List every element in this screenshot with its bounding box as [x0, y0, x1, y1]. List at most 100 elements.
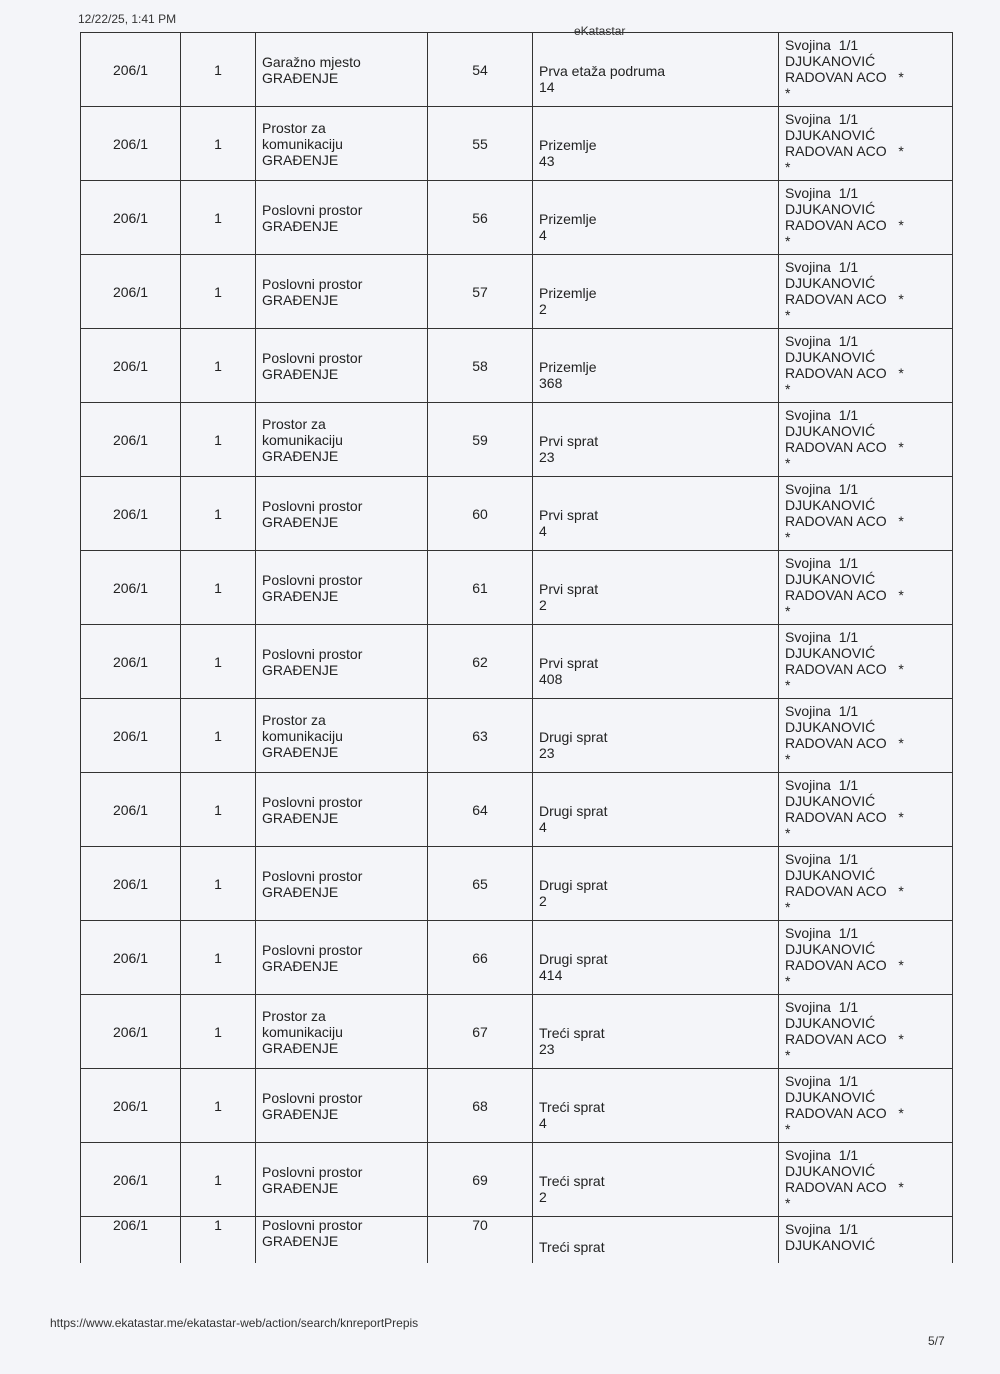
- unit-number-cell: 69: [427, 1142, 533, 1217]
- purpose-cell: Poslovni prostor GRAĐENJE: [255, 624, 428, 699]
- parcel-number-cell: 206/1: [80, 1216, 181, 1263]
- purpose-cell: Poslovni prostor GRAĐENJE: [255, 180, 428, 255]
- building-number-cell: 1: [180, 920, 256, 995]
- floor-area-cell: Prizemlje 4: [532, 180, 779, 255]
- purpose-cell: Poslovni prostor GRAĐENJE: [255, 920, 428, 995]
- page-number: 5/7: [928, 1334, 945, 1348]
- unit-number-cell: 65: [427, 846, 533, 921]
- table-row: 206/1 1 Poslovni prostor GRAĐENJE 66 Drugi s…: [80, 920, 953, 995]
- unit-number-cell: 64: [427, 772, 533, 847]
- owner-cell: Svojina 1/1 DJUKANOVIĆ RADOVAN ACO * *: [778, 254, 953, 329]
- table-row: 206/1 1 Garažno mjesto GRAĐENJE 54 Prva etaž…: [80, 32, 953, 107]
- table-row: 206/1 1 Poslovni prostor GRAĐENJE 58 Prizeml…: [80, 328, 953, 403]
- owner-cell: Svojina 1/1 DJUKANOVIĆ RADOVAN ACO * *: [778, 402, 953, 477]
- owner-cell: Svojina 1/1 DJUKANOVIĆ RADOVAN ACO * *: [778, 920, 953, 995]
- parcel-number-cell: 206/1: [80, 920, 181, 995]
- parcel-number-cell: 206/1: [80, 328, 181, 403]
- floor-area-cell: Prvi sprat 4: [532, 476, 779, 551]
- building-number-cell: 1: [180, 994, 256, 1069]
- table-row: 206/1 1 Prostor za komunikaciju GRAĐENJE 59…: [80, 402, 953, 477]
- unit-number-cell: 68: [427, 1068, 533, 1143]
- table-row: 206/1 1 Prostor za komunikaciju GRAĐENJE 55…: [80, 106, 953, 181]
- purpose-cell: Poslovni prostor GRAĐENJE: [255, 328, 428, 403]
- building-number-cell: 1: [180, 698, 256, 773]
- building-number-cell: 1: [180, 1216, 256, 1263]
- unit-number-cell: 61: [427, 550, 533, 625]
- unit-number-cell: 54: [427, 32, 533, 107]
- building-number-cell: 1: [180, 254, 256, 329]
- floor-area-cell: Prizemlje 368: [532, 328, 779, 403]
- parcel-number-cell: 206/1: [80, 1142, 181, 1217]
- owner-cell: Svojina 1/1 DJUKANOVIĆ RADOVAN ACO * *: [778, 1142, 953, 1217]
- table-row: 206/1 1 Poslovni prostor GRAĐENJE 56 Prizeml…: [80, 180, 953, 255]
- property-table: 206/1 1 Garažno mjesto GRAĐENJE 54 Prva etaž…: [80, 32, 953, 1263]
- unit-number-cell: 57: [427, 254, 533, 329]
- parcel-number-cell: 206/1: [80, 550, 181, 625]
- parcel-number-cell: 206/1: [80, 994, 181, 1069]
- unit-number-cell: 60: [427, 476, 533, 551]
- floor-area-cell: Drugi sprat 414: [532, 920, 779, 995]
- building-number-cell: 1: [180, 1068, 256, 1143]
- footer-url: https://www.ekatastar.me/ekatastar-web/a…: [50, 1316, 419, 1330]
- building-number-cell: 1: [180, 550, 256, 625]
- owner-cell: Svojina 1/1 DJUKANOVIĆ RADOVAN ACO * *: [778, 994, 953, 1069]
- table-row: 206/1 1 Poslovni prostor GRAĐENJE 69 Treći s…: [80, 1142, 953, 1217]
- parcel-number-cell: 206/1: [80, 402, 181, 477]
- parcel-number-cell: 206/1: [80, 846, 181, 921]
- table-row: 206/1 1 Poslovni prostor GRAĐENJE 65 Drugi s…: [80, 846, 953, 921]
- owner-cell: Svojina 1/1 DJUKANOVIĆ RADOVAN ACO * *: [778, 32, 953, 107]
- building-number-cell: 1: [180, 402, 256, 477]
- purpose-cell: Prostor za komunikaciju GRAĐENJE: [255, 106, 428, 181]
- floor-area-cell: Prvi sprat 408: [532, 624, 779, 699]
- table-row: 206/1 1 Poslovni prostor GRAĐENJE 62 Prvi sp…: [80, 624, 953, 699]
- floor-area-cell: Drugi sprat 23: [532, 698, 779, 773]
- unit-number-cell: 59: [427, 402, 533, 477]
- table-row: 206/1 1 Poslovni prostor GRAĐENJE 61 Prvi sp…: [80, 550, 953, 625]
- purpose-cell: Poslovni prostor GRAĐENJE: [255, 476, 428, 551]
- unit-number-cell: 63: [427, 698, 533, 773]
- parcel-number-cell: 206/1: [80, 180, 181, 255]
- owner-cell: Svojina 1/1 DJUKANOVIĆ RADOVAN ACO * *: [778, 698, 953, 773]
- floor-area-cell: Treći sprat 4: [532, 1068, 779, 1143]
- owner-cell: Svojina 1/1 DJUKANOVIĆ RADOVAN ACO * *: [778, 328, 953, 403]
- building-number-cell: 1: [180, 476, 256, 551]
- owner-cell: Svojina 1/1 DJUKANOVIĆ: [778, 1216, 953, 1263]
- floor-area-cell: Treći sprat: [532, 1216, 779, 1263]
- unit-number-cell: 55: [427, 106, 533, 181]
- parcel-number-cell: 206/1: [80, 698, 181, 773]
- building-number-cell: 1: [180, 772, 256, 847]
- floor-area-cell: Treći sprat 23: [532, 994, 779, 1069]
- purpose-cell: Poslovni prostor GRAĐENJE: [255, 1216, 428, 1263]
- parcel-number-cell: 206/1: [80, 476, 181, 551]
- parcel-number-cell: 206/1: [80, 106, 181, 181]
- owner-cell: Svojina 1/1 DJUKANOVIĆ RADOVAN ACO * *: [778, 846, 953, 921]
- unit-number-cell: 56: [427, 180, 533, 255]
- purpose-cell: Poslovni prostor GRAĐENJE: [255, 772, 428, 847]
- building-number-cell: 1: [180, 106, 256, 181]
- parcel-number-cell: 206/1: [80, 254, 181, 329]
- table-row: 206/1 1 Prostor za komunikaciju GRAĐENJE 63…: [80, 698, 953, 773]
- purpose-cell: Prostor za komunikaciju GRAĐENJE: [255, 402, 428, 477]
- parcel-number-cell: 206/1: [80, 624, 181, 699]
- building-number-cell: 1: [180, 846, 256, 921]
- owner-cell: Svojina 1/1 DJUKANOVIĆ RADOVAN ACO * *: [778, 624, 953, 699]
- unit-number-cell: 66: [427, 920, 533, 995]
- purpose-cell: Poslovni prostor GRAĐENJE: [255, 1068, 428, 1143]
- floor-area-cell: Prva etaža podruma 14: [532, 32, 779, 107]
- table-row: 206/1 1 Prostor za komunikaciju GRAĐENJE 67…: [80, 994, 953, 1069]
- purpose-cell: Poslovni prostor GRAĐENJE: [255, 846, 428, 921]
- floor-area-cell: Treći sprat 2: [532, 1142, 779, 1217]
- parcel-number-cell: 206/1: [80, 1068, 181, 1143]
- unit-number-cell: 67: [427, 994, 533, 1069]
- floor-area-cell: Prvi sprat 2: [532, 550, 779, 625]
- print-timestamp: 12/22/25, 1:41 PM: [78, 12, 177, 26]
- floor-area-cell: Prizemlje 2: [532, 254, 779, 329]
- floor-area-cell: Drugi sprat 2: [532, 846, 779, 921]
- table-row: 206/1 1 Poslovni prostor GRAĐENJE 57 Prizeml…: [80, 254, 953, 329]
- floor-area-cell: Prizemlje 43: [532, 106, 779, 181]
- owner-cell: Svojina 1/1 DJUKANOVIĆ RADOVAN ACO * *: [778, 476, 953, 551]
- owner-cell: Svojina 1/1 DJUKANOVIĆ RADOVAN ACO * *: [778, 550, 953, 625]
- parcel-number-cell: 206/1: [80, 32, 181, 107]
- building-number-cell: 1: [180, 1142, 256, 1217]
